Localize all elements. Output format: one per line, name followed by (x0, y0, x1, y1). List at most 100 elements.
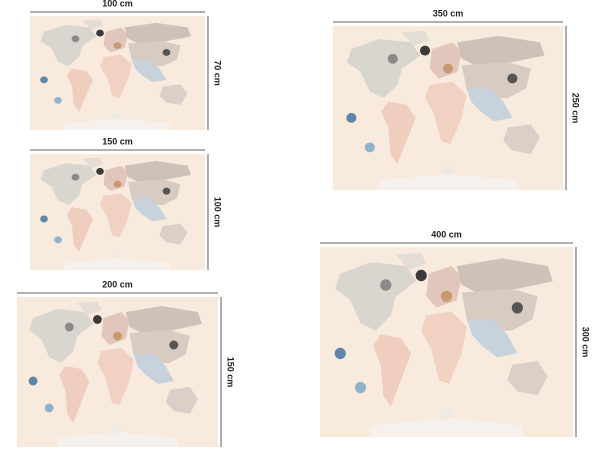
world-map (334, 252, 553, 437)
width-label: 400 cm (431, 229, 462, 239)
size-panel: 200 cm 150 cm (17, 279, 236, 447)
antarctica (370, 418, 523, 437)
animal (113, 331, 122, 341)
animal (113, 112, 122, 120)
south-america (66, 68, 93, 112)
animal (113, 180, 122, 188)
greenland (82, 19, 104, 30)
animal (40, 76, 48, 84)
animal (419, 45, 431, 56)
animal (511, 302, 523, 314)
animal (440, 290, 453, 303)
south-asia (466, 88, 513, 122)
animal (71, 173, 80, 181)
animal (44, 403, 54, 413)
width-label: 350 cm (433, 8, 464, 18)
size-panel: 350 cm 250 cm (333, 8, 581, 191)
world-map (346, 30, 545, 191)
animal (64, 322, 74, 332)
height-label: 300 cm (581, 327, 591, 358)
animal (442, 63, 454, 74)
antarctica (65, 258, 170, 270)
africa (100, 54, 132, 99)
width-label: 100 cm (102, 0, 133, 8)
australia (503, 124, 540, 154)
north-america (335, 262, 417, 331)
animal (113, 252, 122, 260)
animal (442, 165, 454, 176)
animal (354, 381, 367, 394)
greenland (402, 30, 430, 46)
russia (125, 306, 202, 333)
europe (101, 312, 130, 345)
europe (103, 165, 128, 192)
south-america (66, 207, 93, 252)
australia (159, 84, 188, 105)
animal (507, 73, 518, 84)
north-america (40, 25, 97, 67)
antarctica (379, 173, 517, 191)
animal (334, 347, 346, 360)
animal (364, 142, 375, 153)
animal (162, 187, 171, 195)
greenland (77, 301, 102, 315)
europe (103, 27, 128, 53)
world-map (40, 19, 191, 130)
animal (380, 279, 392, 291)
width-label: 200 cm (102, 279, 133, 289)
antarctica (65, 118, 170, 130)
animal (71, 35, 80, 43)
height-label: 70 cm (213, 60, 223, 86)
africa (97, 348, 134, 405)
africa (425, 81, 467, 145)
animal (346, 112, 357, 123)
animal (113, 424, 122, 434)
animal (28, 376, 38, 386)
africa (421, 311, 467, 384)
australia (507, 361, 548, 396)
animal (440, 408, 453, 420)
africa (100, 193, 132, 238)
greenland (82, 157, 104, 168)
europe (429, 42, 462, 79)
size-panel: 400 cm 300 cm (320, 229, 591, 437)
animal (54, 96, 62, 104)
greenland (395, 252, 427, 270)
russia (124, 160, 191, 182)
south-asia (131, 198, 167, 222)
south-asia (133, 354, 174, 384)
animal (54, 236, 62, 244)
south-america (373, 334, 412, 407)
animal (113, 42, 122, 50)
russia (457, 35, 545, 66)
width-label: 150 cm (102, 136, 133, 146)
south-america (59, 366, 90, 423)
antarctica (57, 432, 178, 447)
russia (124, 22, 191, 44)
south-america (381, 101, 416, 164)
height-label: 250 cm (571, 93, 581, 124)
north-america (346, 39, 421, 99)
height-label: 150 cm (226, 357, 236, 388)
world-map (40, 157, 191, 270)
australia (159, 223, 188, 245)
europe (426, 266, 462, 308)
animal (162, 49, 171, 56)
size-panel: 150 cm 100 cm (30, 136, 223, 270)
world-map (28, 301, 202, 447)
south-asia (131, 59, 167, 83)
animal (96, 29, 104, 37)
animal (96, 167, 104, 175)
russia (456, 258, 553, 293)
animal (387, 53, 398, 64)
north-america (29, 309, 94, 363)
size-panel: 100 cm 70 cm (30, 0, 223, 130)
animal (40, 215, 48, 223)
australia (165, 387, 198, 414)
animal (169, 340, 179, 350)
height-label: 100 cm (213, 197, 223, 228)
south-asia (466, 319, 518, 358)
animal (92, 315, 102, 324)
animal (415, 269, 427, 282)
